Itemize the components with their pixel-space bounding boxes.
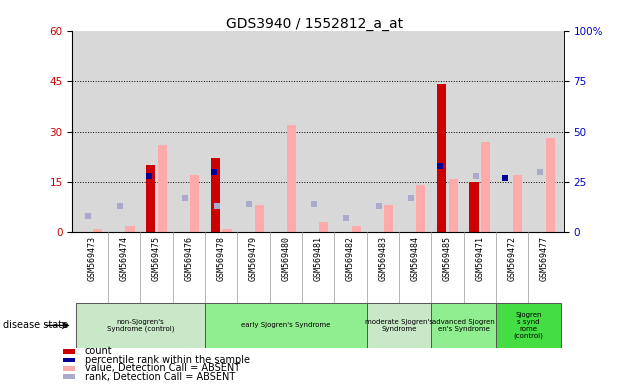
Text: advanced Sjogren
en's Syndrome: advanced Sjogren en's Syndrome <box>432 319 495 332</box>
Bar <box>190 175 199 232</box>
Text: value, Detection Call = ABSENT: value, Detection Call = ABSENT <box>85 363 240 373</box>
Text: count: count <box>85 346 113 356</box>
Text: GSM569484: GSM569484 <box>411 236 420 281</box>
Bar <box>469 182 479 232</box>
Bar <box>319 222 328 232</box>
Bar <box>481 142 490 232</box>
Text: rank, Detection Call = ABSENT: rank, Detection Call = ABSENT <box>85 372 235 382</box>
Text: GSM569474: GSM569474 <box>120 236 129 281</box>
Text: GSM569472: GSM569472 <box>508 236 517 281</box>
Text: GSM569475: GSM569475 <box>152 236 161 281</box>
Text: GSM569479: GSM569479 <box>249 236 258 281</box>
Bar <box>367 303 432 348</box>
Bar <box>352 226 361 232</box>
Text: GDS3940 / 1552812_a_at: GDS3940 / 1552812_a_at <box>226 17 404 31</box>
Text: GSM569473: GSM569473 <box>88 236 96 281</box>
Bar <box>432 303 496 348</box>
Text: non-Sjogren's
Syndrome (control): non-Sjogren's Syndrome (control) <box>106 319 174 332</box>
Text: moderate Sjogren's
Syndrome: moderate Sjogren's Syndrome <box>365 319 433 332</box>
Text: GSM569478: GSM569478 <box>217 236 226 281</box>
Bar <box>158 145 167 232</box>
Bar <box>205 303 367 348</box>
Text: GSM569481: GSM569481 <box>314 236 323 281</box>
Bar <box>93 229 102 232</box>
Bar <box>546 138 555 232</box>
Text: GSM569471: GSM569471 <box>475 236 484 281</box>
Text: GSM569476: GSM569476 <box>185 236 193 281</box>
Text: GSM569480: GSM569480 <box>282 236 290 281</box>
Text: Sjogren
s synd
rome
(control): Sjogren s synd rome (control) <box>513 312 543 339</box>
Bar <box>416 185 425 232</box>
Bar <box>222 229 231 232</box>
Bar <box>496 303 561 348</box>
Bar <box>384 205 393 232</box>
Text: GSM569477: GSM569477 <box>540 236 549 281</box>
Text: disease state: disease state <box>3 320 68 331</box>
Text: percentile rank within the sample: percentile rank within the sample <box>85 355 250 365</box>
Bar <box>146 165 155 232</box>
Bar <box>125 226 135 232</box>
Text: GSM569482: GSM569482 <box>346 236 355 281</box>
Text: early Sjogren's Syndrome: early Sjogren's Syndrome <box>241 323 331 328</box>
Bar <box>437 84 446 232</box>
Bar <box>255 205 264 232</box>
Text: GSM569483: GSM569483 <box>378 236 387 281</box>
Text: GSM569485: GSM569485 <box>443 236 452 281</box>
Bar <box>76 303 205 348</box>
Bar <box>449 179 458 232</box>
Bar <box>287 125 296 232</box>
Bar <box>513 175 522 232</box>
Bar <box>211 158 220 232</box>
